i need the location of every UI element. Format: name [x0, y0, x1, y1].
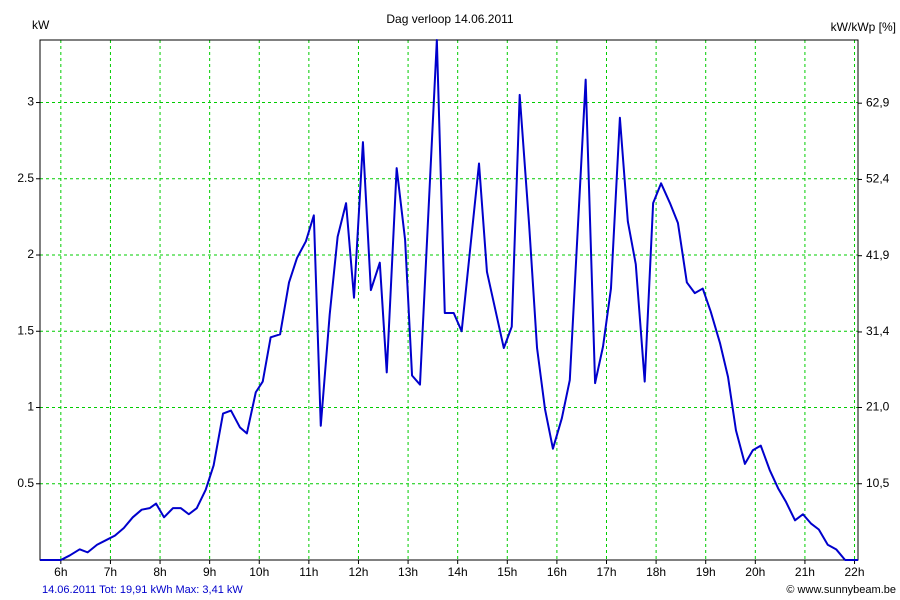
y2-tick-label: 62,9	[866, 95, 890, 109]
x-tick-label: 13h	[398, 565, 418, 579]
plot-frame	[39, 39, 859, 561]
y2-tick-label: 31,4	[866, 324, 890, 338]
y2-tick-label: 52,4	[866, 172, 890, 186]
y-tick-label: 3	[27, 95, 34, 109]
y2-tick-label: 21,0	[866, 400, 890, 414]
x-tick-label: 19h	[696, 565, 716, 579]
chart-title: Dag verloop 14.06.2011	[386, 12, 514, 26]
x-tick-label: 10h	[249, 565, 269, 579]
x-tick-label: 15h	[497, 565, 517, 579]
y-tick-label: 2.5	[17, 171, 34, 185]
footer-summary: 14.06.2011 Tot: 19,91 kWh Max: 3,41 kW	[42, 584, 243, 596]
x-tick-label: 8h	[153, 565, 166, 579]
x-tick-label: 12h	[348, 565, 368, 579]
x-tick-label: 6h	[54, 565, 67, 579]
x-tick-label: 7h	[104, 565, 117, 579]
x-tick-label: 11h	[299, 565, 318, 579]
x-tick-label: 22h	[845, 565, 865, 579]
x-tick-label: 21h	[795, 565, 815, 579]
y-tick-label: 2	[27, 247, 34, 261]
data-line	[40, 39, 858, 561]
y2-tick-label: 10,5	[866, 476, 890, 490]
y2-tick-label: 41,9	[866, 248, 890, 262]
x-tick-label: 14h	[448, 565, 468, 579]
x-tick-label: 20h	[745, 565, 765, 579]
footer-credit: © www.sunnybeam.be	[786, 584, 896, 596]
y-tick-label: 1.5	[17, 323, 34, 337]
y-axis-label: kW	[32, 18, 50, 32]
x-tick-label: 9h	[203, 565, 216, 579]
y-tick-label: 1	[27, 400, 34, 414]
y2-axis-label: kW/kWp [%]	[831, 20, 896, 34]
x-tick-label: 16h	[547, 565, 567, 579]
x-tick-label: 17h	[596, 565, 616, 579]
y-tick-label: 0.5	[17, 476, 34, 490]
x-tick-label: 18h	[646, 565, 666, 579]
